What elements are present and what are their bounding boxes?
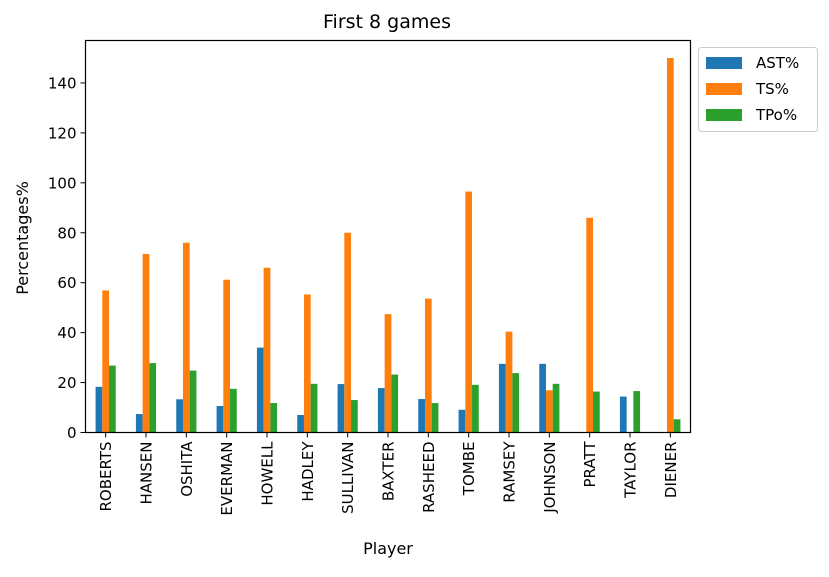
bar bbox=[593, 391, 600, 433]
bar bbox=[586, 217, 594, 433]
bar bbox=[142, 253, 150, 433]
legend-label: TS% bbox=[755, 80, 789, 98]
x-tick-label: TOMBE bbox=[460, 442, 478, 497]
x-tick-label: HANSEN bbox=[138, 442, 156, 505]
legend-label: TPo% bbox=[755, 106, 797, 124]
x-axis: ROBERTS HANSEN OSHITA EVERMAN HOWELL HADLEY SU… bbox=[97, 432, 680, 516]
bar bbox=[303, 294, 311, 433]
bar bbox=[539, 363, 546, 433]
bar bbox=[102, 290, 110, 433]
bar bbox=[109, 365, 116, 433]
bar bbox=[189, 370, 197, 433]
y-tick-label: 100 bbox=[48, 174, 77, 192]
bar bbox=[418, 399, 425, 433]
legend-label: AST% bbox=[756, 54, 799, 72]
bar bbox=[182, 242, 190, 433]
x-tick-label: OSHITA bbox=[178, 441, 196, 497]
bar bbox=[263, 267, 271, 433]
bar bbox=[472, 384, 479, 433]
bar bbox=[505, 331, 513, 433]
bar bbox=[149, 363, 157, 433]
x-tick-label: HOWELL bbox=[259, 441, 277, 506]
bar bbox=[431, 403, 439, 433]
x-tick-label: JOHNSON bbox=[541, 442, 559, 514]
legend-swatch bbox=[706, 109, 742, 121]
bar bbox=[351, 400, 358, 433]
x-tick-label: TAYLOR bbox=[622, 442, 640, 499]
bar bbox=[384, 314, 392, 433]
bar bbox=[310, 383, 318, 433]
bar bbox=[230, 388, 237, 433]
legend-swatch bbox=[706, 83, 742, 95]
bar bbox=[458, 409, 466, 433]
bar bbox=[337, 384, 345, 433]
bar bbox=[465, 191, 473, 433]
bar bbox=[297, 415, 304, 433]
y-tick-label: 20 bbox=[57, 374, 76, 392]
bar bbox=[545, 390, 553, 433]
x-axis-label: Player bbox=[363, 539, 413, 558]
bar bbox=[223, 279, 231, 433]
bar bbox=[256, 347, 264, 433]
bar bbox=[270, 403, 278, 433]
bar bbox=[216, 406, 224, 433]
bars-group bbox=[95, 57, 681, 433]
x-tick-label: RAMSEY bbox=[501, 441, 519, 503]
bar bbox=[512, 373, 520, 433]
bar bbox=[176, 399, 183, 433]
x-tick-label: EVERMAN bbox=[218, 442, 236, 516]
y-axis-label: Percentages% bbox=[13, 181, 32, 295]
x-tick-label: DIENER bbox=[662, 442, 680, 499]
bar bbox=[377, 388, 385, 433]
x-tick-label: ROBERTS bbox=[97, 442, 115, 512]
bar bbox=[673, 419, 681, 433]
legend-swatch bbox=[706, 57, 742, 69]
x-tick-label: HADLEY bbox=[299, 441, 317, 502]
plot-frame bbox=[84, 39, 692, 434]
bar bbox=[424, 298, 432, 433]
bar bbox=[95, 386, 103, 433]
bar bbox=[135, 414, 143, 433]
y-tick-label: 0 bbox=[67, 424, 77, 442]
chart-title: First 8 games bbox=[323, 11, 451, 33]
bar bbox=[552, 383, 560, 433]
y-tick-label: 60 bbox=[57, 274, 76, 292]
bar bbox=[498, 363, 506, 433]
legend: AST% TS% TPo% bbox=[698, 47, 818, 132]
x-tick-label: BAXTER bbox=[380, 442, 398, 502]
x-tick-label: PRATT bbox=[581, 441, 599, 488]
y-axis: 0 20 40 60 80 100 120 140 bbox=[48, 74, 86, 442]
y-tick-label: 120 bbox=[48, 124, 77, 142]
x-tick-label: SULLIVAN bbox=[339, 442, 357, 514]
bar bbox=[619, 396, 627, 433]
bar bbox=[391, 374, 399, 433]
x-tick-label: RASHEED bbox=[420, 442, 438, 513]
y-tick-label: 40 bbox=[57, 324, 76, 342]
bar bbox=[344, 232, 352, 433]
bar bbox=[633, 391, 641, 433]
y-tick-label: 80 bbox=[57, 224, 76, 242]
bar bbox=[666, 57, 674, 433]
y-tick-label: 140 bbox=[48, 74, 77, 92]
